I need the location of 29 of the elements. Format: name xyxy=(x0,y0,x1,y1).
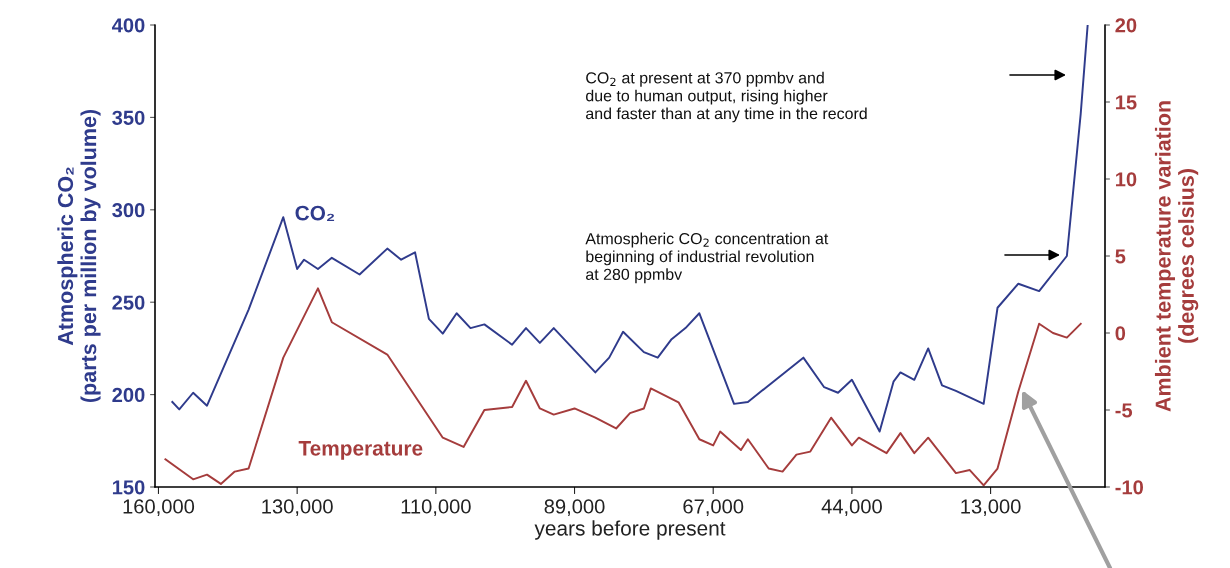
y2-tick-label: -10 xyxy=(1115,480,1143,495)
x-tick-label: 89,000 xyxy=(544,499,605,516)
x-tick-label: 110,000 xyxy=(401,499,471,516)
x-tick-label: 160,000 xyxy=(123,499,195,516)
y-axis-title: Atmospheric CO₂ (parts per million by volume) xyxy=(57,109,101,403)
annotation: CO$_{2}$ at present at 370 ppmbv and due to human output, rising higher and faster than at any time in the record xyxy=(586,71,867,123)
y-tick-label: 250 xyxy=(112,295,145,310)
y-tick-label: 200 xyxy=(112,387,145,403)
line-series xyxy=(164,287,1082,487)
y-tick-label: 350 xyxy=(112,110,145,125)
series-label: Temperature xyxy=(298,441,423,460)
series-label: CO₂ xyxy=(295,205,335,221)
y2-tick-label: 5 xyxy=(1115,249,1126,264)
y-tick-label: 150 xyxy=(112,480,145,495)
x-tick-label: 67,000 xyxy=(683,499,744,516)
y2-tick-label: 10 xyxy=(1115,172,1137,187)
x-tick-label: 130,000 xyxy=(262,499,333,516)
y-tick-label: 300 xyxy=(112,203,145,218)
y2-tick-label: -5 xyxy=(1115,403,1133,418)
annotation: Atmospheric CO$_{2}$ concentration at beginning of industrial revolution at 280 ppmbv xyxy=(585,232,829,284)
x-tick-label: 13,000 xyxy=(961,499,1021,516)
y2-tick-label: 0 xyxy=(1115,326,1126,341)
y-tick-label: 400 xyxy=(111,18,145,33)
line-series xyxy=(171,25,1089,433)
y2-tick-label: 15 xyxy=(1115,95,1137,110)
x-axis-title: years before present xyxy=(534,520,726,540)
y2-axis-title: Ambient temperature variation (degrees celsius) xyxy=(1154,101,1199,412)
x-tick-label: 44,000 xyxy=(821,499,882,516)
y2-tick-label: 20 xyxy=(1115,18,1137,33)
